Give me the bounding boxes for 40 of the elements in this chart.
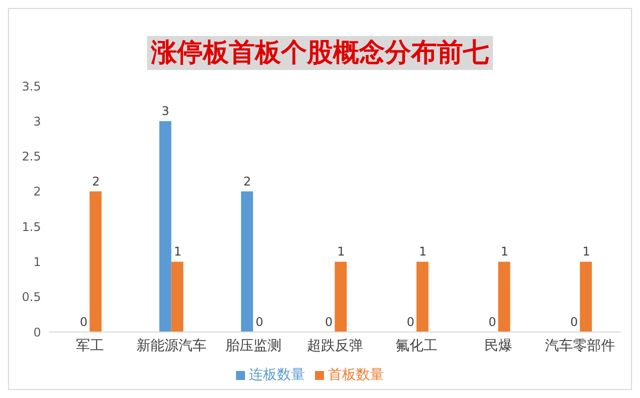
bar: [90, 191, 102, 332]
data-label: 1: [500, 244, 508, 259]
data-label: 0: [80, 315, 88, 329]
x-tick-label: 汽车零部件: [545, 338, 616, 354]
x-tick-label: 民爆: [484, 338, 512, 354]
data-label: 0: [488, 315, 496, 329]
bar: [416, 262, 428, 332]
data-label: 0: [570, 315, 578, 329]
data-label: 1: [174, 244, 182, 259]
y-tick-label: 1.5: [22, 220, 41, 234]
y-tick-label: 1: [33, 254, 41, 269]
y-tick-label: 0: [33, 325, 41, 340]
data-label: 1: [337, 244, 345, 259]
x-tick-label: 胎压监测: [225, 338, 282, 354]
bar: [498, 262, 510, 332]
x-tick-label: 军工: [76, 338, 104, 354]
data-label: 2: [92, 174, 100, 188]
data-label: 3: [162, 104, 170, 118]
bar: [241, 191, 254, 332]
bar: [159, 121, 172, 332]
data-label: 1: [582, 244, 590, 259]
y-tick-label: 3.5: [22, 79, 41, 94]
data-label: 0: [256, 315, 264, 329]
bar: [334, 262, 347, 332]
x-tick-label: 超跌反弹: [307, 338, 363, 354]
data-label: 2: [243, 174, 251, 188]
x-tick-label: 新能源汽车: [136, 338, 207, 354]
chart-title: 涨停板首板个股概念分布前七: [147, 36, 493, 70]
data-label: 0: [406, 315, 414, 329]
y-tick-label: 2: [33, 184, 41, 199]
bar: [580, 262, 592, 332]
y-tick-label: 2.5: [22, 150, 41, 164]
y-tick-label: 3: [33, 114, 41, 128]
legend-label: 连板数量: [249, 367, 305, 383]
bar: [171, 262, 184, 332]
data-label: 1: [419, 244, 427, 259]
y-tick-label: 0.5: [22, 290, 41, 304]
legend-label: 首板数量: [328, 367, 384, 383]
data-label: 0: [325, 315, 333, 329]
x-tick-label: 氟化工: [396, 338, 438, 354]
